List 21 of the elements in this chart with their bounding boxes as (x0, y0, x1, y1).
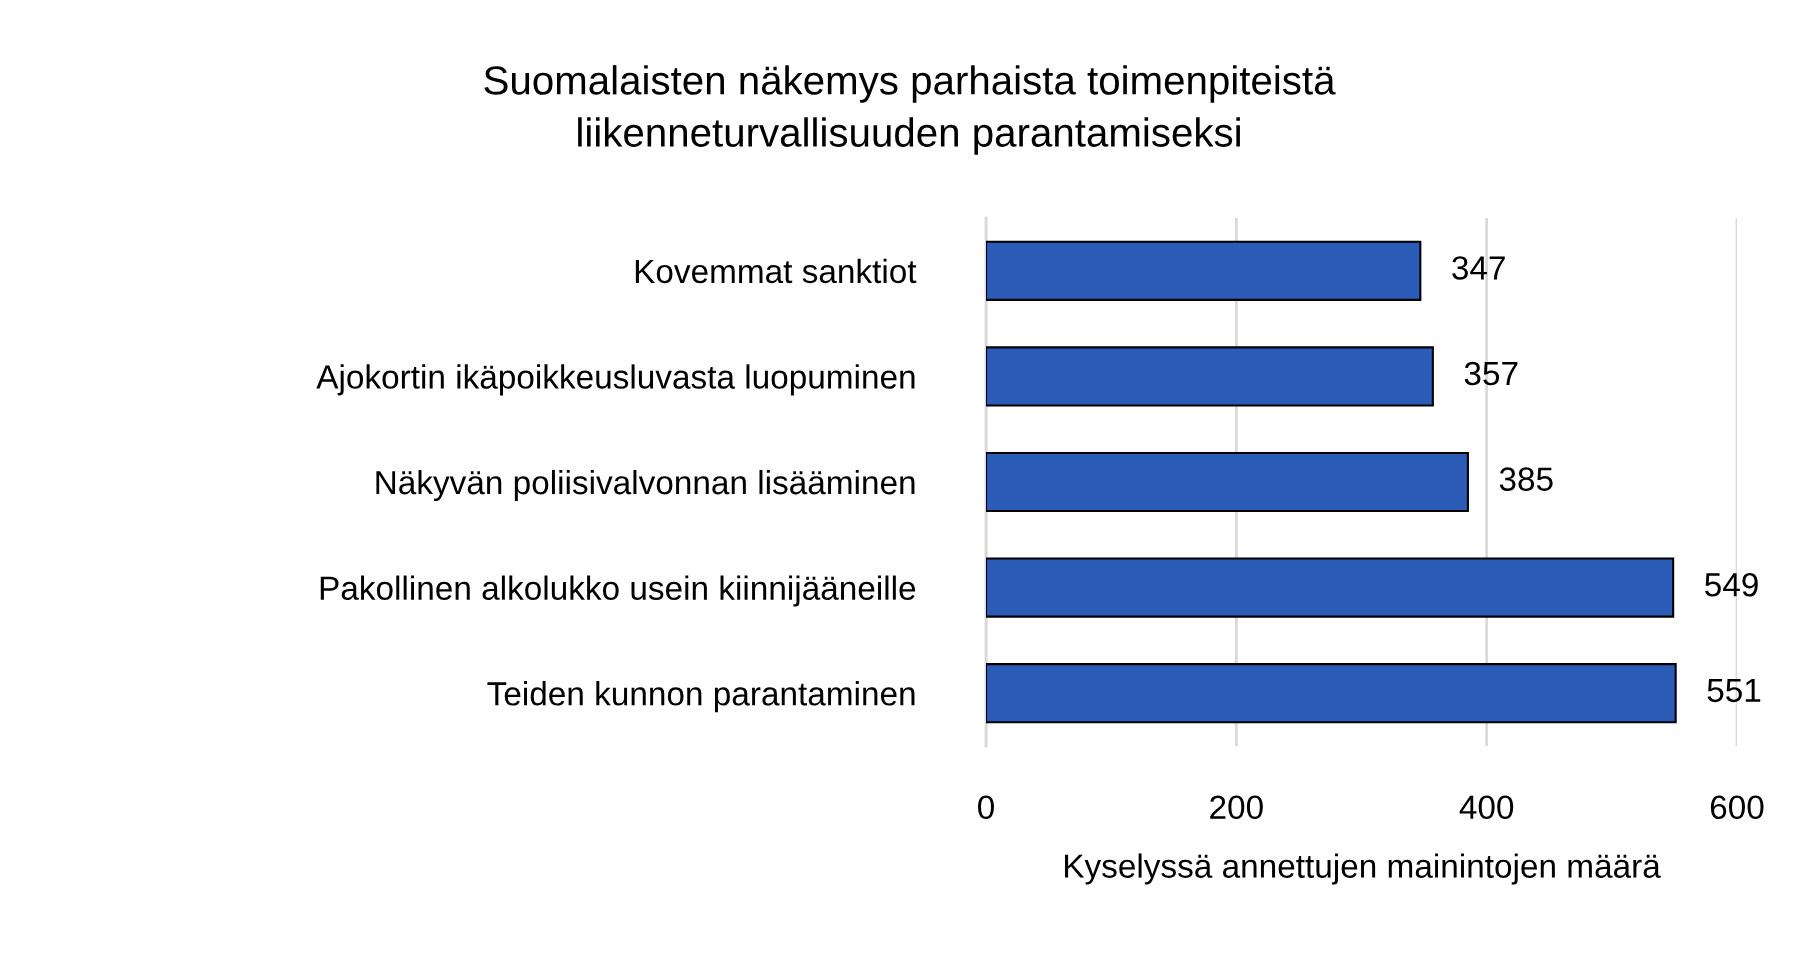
data-label: 385 (1499, 467, 1553, 491)
chart-title: Suomalaisten näkemys parhaista toimenpiteistä liikenneturvallisuuden parantamiseksi (484, 65, 1336, 155)
bar (986, 557, 1675, 618)
y-tick-label: Pakollinen alkolukko usein kiinnijääneille (320, 575, 916, 607)
data-label: 347 (1452, 256, 1505, 280)
data-label: 357 (1464, 361, 1518, 386)
data-label: 551 (1707, 678, 1761, 703)
data-label: 549 (1705, 572, 1758, 597)
x-tick-label: 200 (1210, 795, 1263, 820)
bar (986, 451, 1469, 513)
y-tick-label: Ajokortin ikäpoikkeusluvasta luopuminen (316, 364, 915, 396)
y-tick-label: Näkyvän poliisivalvonnan lisääminen (376, 469, 915, 501)
bar (986, 240, 1422, 301)
x-tick-label: 600 (1710, 795, 1764, 820)
y-tick-label: Teiden kunnon parantaminen (487, 681, 915, 713)
y-tick-label: Kovemmat sanktiot (635, 258, 917, 284)
x-axis-title: Kyselyssä annettujen mainintojen määrä (1065, 853, 1661, 885)
x-tick-label: 400 (1459, 795, 1514, 820)
x-tick-label: 0 (978, 795, 994, 820)
bar (986, 663, 1677, 724)
bar (986, 346, 1434, 407)
